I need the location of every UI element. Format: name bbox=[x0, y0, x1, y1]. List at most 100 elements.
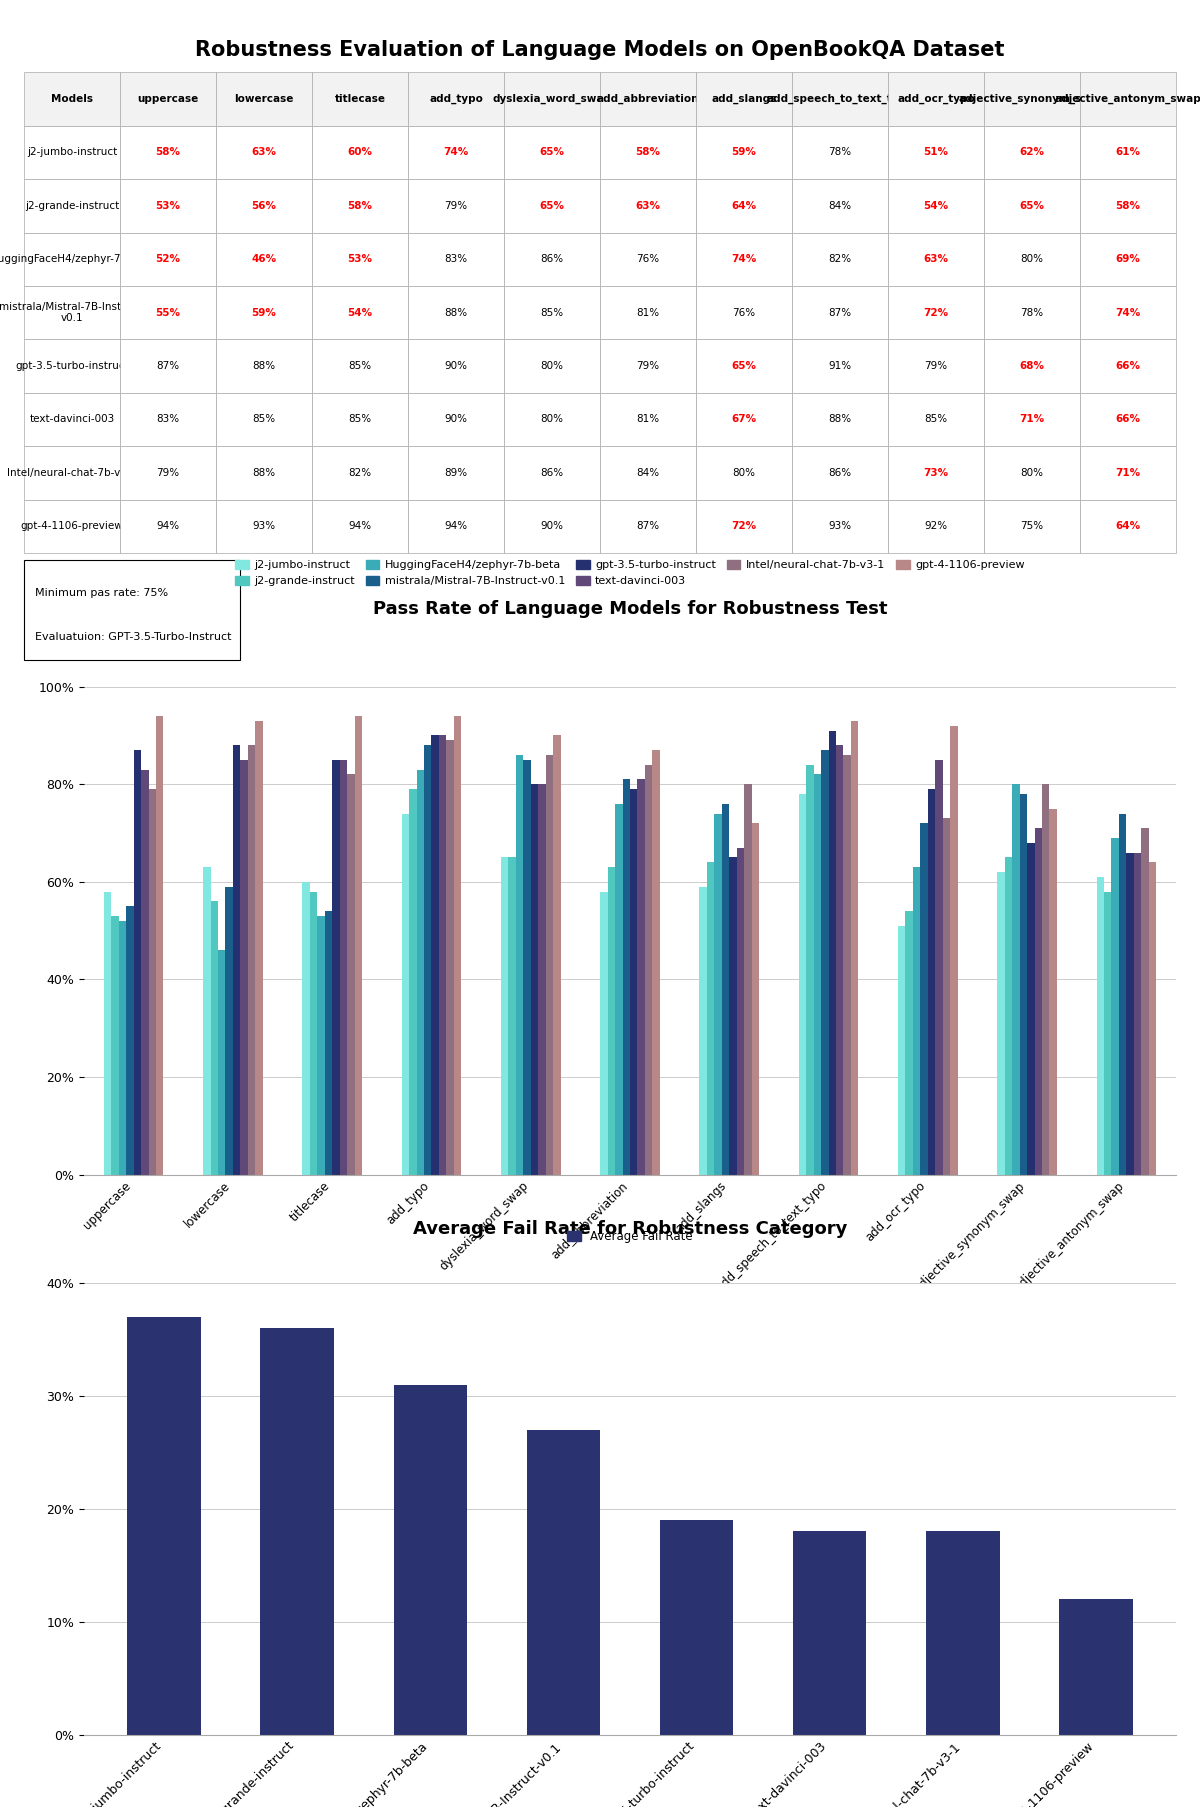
Bar bbox=[500, 858, 509, 1175]
Bar bbox=[112, 916, 119, 1175]
Bar bbox=[898, 925, 906, 1175]
Bar bbox=[347, 775, 354, 1175]
Bar bbox=[926, 1532, 1000, 1735]
Bar bbox=[394, 1384, 467, 1735]
Bar bbox=[248, 744, 256, 1175]
Bar bbox=[851, 721, 858, 1175]
Bar bbox=[920, 824, 928, 1175]
Bar bbox=[607, 867, 616, 1175]
Bar bbox=[730, 858, 737, 1175]
Bar bbox=[1104, 891, 1111, 1175]
Bar bbox=[317, 916, 325, 1175]
Bar bbox=[1127, 853, 1134, 1175]
Bar bbox=[409, 790, 416, 1175]
Bar bbox=[325, 911, 332, 1175]
Bar bbox=[751, 824, 760, 1175]
Bar bbox=[402, 813, 409, 1175]
Bar bbox=[707, 862, 714, 1175]
Bar bbox=[523, 759, 530, 1175]
Bar bbox=[1148, 862, 1156, 1175]
Bar bbox=[149, 790, 156, 1175]
Bar bbox=[424, 744, 432, 1175]
Bar bbox=[814, 775, 821, 1175]
Text: Robustness Evaluation of Language Models on OpenBookQA Dataset: Robustness Evaluation of Language Models… bbox=[196, 40, 1004, 60]
Bar bbox=[1042, 784, 1050, 1175]
Bar bbox=[913, 867, 920, 1175]
FancyBboxPatch shape bbox=[24, 560, 240, 660]
Bar bbox=[950, 726, 958, 1175]
Bar bbox=[906, 911, 913, 1175]
Bar bbox=[935, 759, 943, 1175]
Bar bbox=[644, 764, 653, 1175]
Bar bbox=[928, 790, 935, 1175]
Bar bbox=[126, 907, 133, 1175]
Bar bbox=[104, 891, 112, 1175]
Bar bbox=[793, 1532, 866, 1735]
Bar bbox=[240, 759, 248, 1175]
Bar bbox=[416, 770, 424, 1175]
Bar bbox=[700, 887, 707, 1175]
Legend: j2-jumbo-instruct, j2-grande-instruct, HuggingFaceH4/zephyr-7b-beta, mistrala/Mi: j2-jumbo-instruct, j2-grande-instruct, H… bbox=[230, 555, 1030, 591]
Title: Pass Rate of Language Models for Robustness Test: Pass Rate of Language Models for Robustn… bbox=[373, 600, 887, 618]
Bar bbox=[530, 784, 538, 1175]
Bar bbox=[623, 779, 630, 1175]
Bar bbox=[302, 882, 310, 1175]
Bar bbox=[600, 891, 607, 1175]
Bar bbox=[1134, 853, 1141, 1175]
Bar bbox=[714, 813, 722, 1175]
Bar bbox=[119, 922, 126, 1175]
Bar bbox=[446, 741, 454, 1175]
Bar bbox=[527, 1429, 600, 1735]
Bar bbox=[553, 735, 560, 1175]
Bar bbox=[156, 716, 163, 1175]
Bar bbox=[744, 784, 751, 1175]
Bar bbox=[799, 793, 806, 1175]
Bar bbox=[806, 764, 814, 1175]
Bar bbox=[142, 770, 149, 1175]
Text: Evaluatuion: GPT-3.5-Turbo-Instruct: Evaluatuion: GPT-3.5-Turbo-Instruct bbox=[35, 632, 232, 641]
Bar bbox=[997, 873, 1004, 1175]
Bar bbox=[836, 744, 844, 1175]
Bar bbox=[233, 744, 240, 1175]
Legend: Average Fail Rate: Average Fail Rate bbox=[562, 1225, 698, 1249]
Bar bbox=[943, 819, 950, 1175]
Bar bbox=[1034, 828, 1042, 1175]
Bar bbox=[332, 759, 340, 1175]
Bar bbox=[538, 784, 546, 1175]
Bar bbox=[653, 750, 660, 1175]
Bar bbox=[844, 755, 851, 1175]
Title: Average Fail Rate for Robustness Category: Average Fail Rate for Robustness Categor… bbox=[413, 1220, 847, 1238]
Bar bbox=[203, 867, 210, 1175]
Bar bbox=[1013, 784, 1020, 1175]
Bar bbox=[354, 716, 362, 1175]
Bar bbox=[509, 858, 516, 1175]
Bar bbox=[1020, 793, 1027, 1175]
Bar bbox=[546, 755, 553, 1175]
Bar bbox=[439, 735, 446, 1175]
Bar bbox=[226, 887, 233, 1175]
Bar bbox=[630, 790, 637, 1175]
Bar bbox=[1004, 858, 1012, 1175]
Bar bbox=[660, 1520, 733, 1735]
Bar bbox=[616, 804, 623, 1175]
Bar bbox=[722, 804, 730, 1175]
Bar bbox=[516, 755, 523, 1175]
Bar bbox=[210, 902, 218, 1175]
Bar bbox=[432, 735, 439, 1175]
Bar bbox=[1027, 842, 1034, 1175]
Bar bbox=[133, 750, 142, 1175]
Text: Minimum pas rate: 75%: Minimum pas rate: 75% bbox=[35, 587, 168, 598]
Bar bbox=[218, 950, 226, 1175]
Bar bbox=[1050, 810, 1057, 1175]
Bar bbox=[1141, 828, 1148, 1175]
Bar bbox=[1118, 813, 1127, 1175]
Bar bbox=[310, 891, 317, 1175]
Bar bbox=[737, 847, 744, 1175]
Bar bbox=[828, 730, 836, 1175]
Bar bbox=[637, 779, 644, 1175]
Bar bbox=[1097, 876, 1104, 1175]
Bar bbox=[340, 759, 347, 1175]
Bar bbox=[256, 721, 263, 1175]
Bar bbox=[454, 716, 461, 1175]
Bar bbox=[260, 1328, 334, 1735]
